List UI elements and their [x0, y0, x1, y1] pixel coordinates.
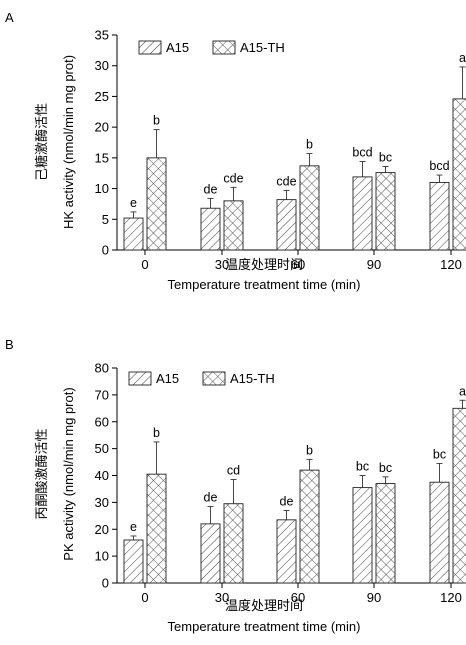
legend-swatch [128, 371, 152, 386]
bar-a15-th [223, 503, 244, 584]
bar-a15-th [223, 200, 244, 251]
x-axis-title-cn: 温度处理时间 [225, 598, 303, 613]
bar-a15 [123, 539, 144, 584]
y-axis-title-cn: 己糖激酶活性 [34, 103, 49, 181]
bar-a15-th [375, 172, 396, 251]
y-tick-label: 40 [95, 468, 109, 483]
y-tick-label: 30 [95, 58, 109, 73]
bar-a15-th [375, 483, 396, 584]
bar-a15 [276, 519, 297, 584]
significance-label: e [130, 520, 137, 534]
y-tick-label: 0 [102, 243, 109, 258]
x-tick-label: 90 [367, 257, 381, 272]
y-tick-label: 35 [95, 28, 109, 43]
x-tick-label: 90 [367, 590, 381, 605]
y-axis-title-cn: 丙酮酸激酶活性 [34, 428, 49, 519]
legend-label: A15 [166, 40, 189, 55]
significance-label: cde [276, 174, 296, 188]
significance-label: de [204, 490, 218, 504]
significance-label: bcd [429, 159, 449, 173]
y-tick-label: 15 [95, 150, 109, 165]
significance-label: bc [356, 460, 369, 474]
significance-label: b [306, 138, 313, 152]
significance-label: bcd [352, 146, 372, 160]
x-tick-label: 120 [440, 590, 462, 605]
significance-label: b [153, 114, 160, 128]
x-tick-label: 30 [215, 257, 229, 272]
y-tick-label: 20 [95, 522, 109, 537]
bar-a15 [200, 523, 221, 584]
x-tick-label: 60 [291, 257, 305, 272]
y-tick-label: 10 [95, 181, 109, 196]
legend-label: A15-TH [240, 40, 285, 55]
bar-a15-th [299, 469, 320, 584]
x-axis-title: Temperature treatment time (min) [168, 277, 361, 292]
y-tick-label: 30 [95, 495, 109, 510]
panel-label: A [5, 10, 14, 25]
x-axis-title-cn: 温度处理时间 [225, 257, 303, 272]
y-tick-label: 0 [102, 576, 109, 591]
legend-label: A15 [156, 371, 179, 386]
bar-a15 [429, 481, 450, 584]
bar-a15-th [452, 407, 466, 584]
x-tick-label: 30 [215, 590, 229, 605]
significance-label: bc [379, 461, 392, 475]
bar-a15 [352, 487, 373, 584]
x-tick-label: 60 [291, 590, 305, 605]
x-tick-label: 120 [440, 257, 462, 272]
significance-label: de [280, 494, 294, 508]
bar-a15-th [146, 157, 167, 251]
significance-label: cde [223, 171, 243, 185]
significance-label: bc [379, 150, 392, 164]
y-tick-label: 60 [95, 414, 109, 429]
bar-a15 [123, 217, 144, 251]
y-tick-label: 10 [95, 549, 109, 564]
bar-a15 [200, 207, 221, 251]
significance-label: b [306, 443, 313, 457]
x-axis-title: Temperature treatment time (min) [168, 619, 361, 634]
x-tick-label: 0 [141, 590, 148, 605]
significance-label: de [204, 182, 218, 196]
x-tick-label: 0 [141, 257, 148, 272]
bar-a15 [352, 176, 373, 251]
bar-a15 [429, 181, 450, 251]
bar-a15-th [452, 98, 466, 251]
significance-label: a [459, 51, 466, 65]
y-tick-label: 80 [95, 361, 109, 376]
significance-label: e [130, 196, 137, 210]
y-axis-title: PK activity (nmol/min mg prot) [61, 387, 76, 560]
y-tick-label: 70 [95, 387, 109, 402]
y-tick-label: 20 [95, 120, 109, 135]
legend-label: A15-TH [230, 371, 275, 386]
bar-a15-th [299, 165, 320, 251]
significance-label: cd [227, 464, 240, 478]
y-tick-label: 50 [95, 441, 109, 456]
y-axis-title: HK activity (nmol/min mg prot) [61, 55, 76, 229]
y-tick-label: 25 [95, 89, 109, 104]
legend-swatch [202, 371, 226, 386]
significance-label: bc [433, 447, 446, 461]
bar-a15 [276, 199, 297, 251]
panel-label: B [5, 337, 14, 352]
legend-swatch [212, 40, 236, 55]
significance-label: b [153, 426, 160, 440]
significance-label: a [459, 384, 466, 398]
y-tick-label: 5 [102, 212, 109, 227]
legend-swatch [138, 40, 162, 55]
bar-a15-th [146, 473, 167, 584]
